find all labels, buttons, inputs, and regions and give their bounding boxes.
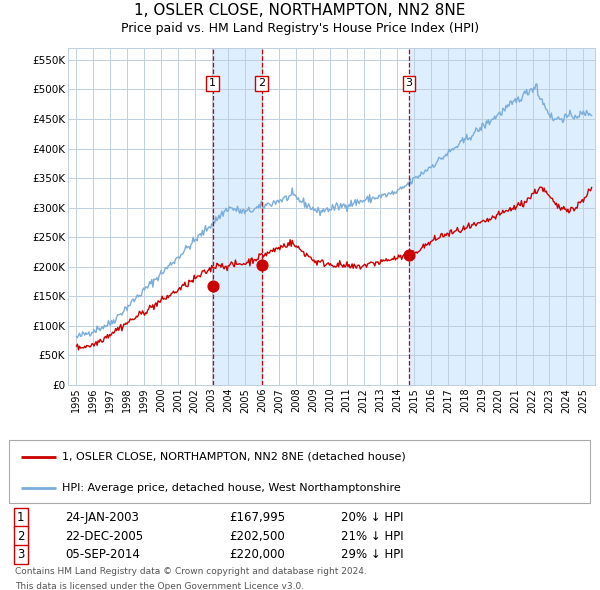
FancyBboxPatch shape	[9, 440, 590, 503]
Text: This data is licensed under the Open Government Licence v3.0.: This data is licensed under the Open Gov…	[15, 582, 304, 590]
Point	[208, 281, 218, 290]
Text: 1: 1	[17, 511, 25, 525]
Point	[404, 250, 413, 260]
Text: 22-DEC-2005: 22-DEC-2005	[65, 530, 143, 543]
Text: 21% ↓ HPI: 21% ↓ HPI	[341, 530, 404, 543]
Text: 1, OSLER CLOSE, NORTHAMPTON, NN2 8NE (detached house): 1, OSLER CLOSE, NORTHAMPTON, NN2 8NE (de…	[62, 452, 406, 462]
Text: Price paid vs. HM Land Registry's House Price Index (HPI): Price paid vs. HM Land Registry's House …	[121, 22, 479, 35]
Text: £202,500: £202,500	[229, 530, 285, 543]
Text: 2: 2	[258, 78, 265, 88]
Text: £220,000: £220,000	[229, 548, 285, 561]
Text: 3: 3	[406, 78, 412, 88]
Text: 3: 3	[17, 548, 25, 561]
Point	[257, 261, 266, 270]
Bar	[409, 48, 595, 385]
Text: 29% ↓ HPI: 29% ↓ HPI	[341, 548, 404, 561]
Text: 2: 2	[17, 530, 25, 543]
Text: 20% ↓ HPI: 20% ↓ HPI	[341, 511, 404, 525]
Text: 1, OSLER CLOSE, NORTHAMPTON, NN2 8NE: 1, OSLER CLOSE, NORTHAMPTON, NN2 8NE	[134, 3, 466, 18]
Text: Contains HM Land Registry data © Crown copyright and database right 2024.: Contains HM Land Registry data © Crown c…	[15, 567, 367, 576]
Text: HPI: Average price, detached house, West Northamptonshire: HPI: Average price, detached house, West…	[62, 483, 401, 493]
Bar	[213, 48, 262, 385]
Text: £167,995: £167,995	[229, 511, 286, 525]
Text: 24-JAN-2003: 24-JAN-2003	[65, 511, 139, 525]
Text: 1: 1	[209, 78, 216, 88]
Text: 05-SEP-2014: 05-SEP-2014	[65, 548, 140, 561]
